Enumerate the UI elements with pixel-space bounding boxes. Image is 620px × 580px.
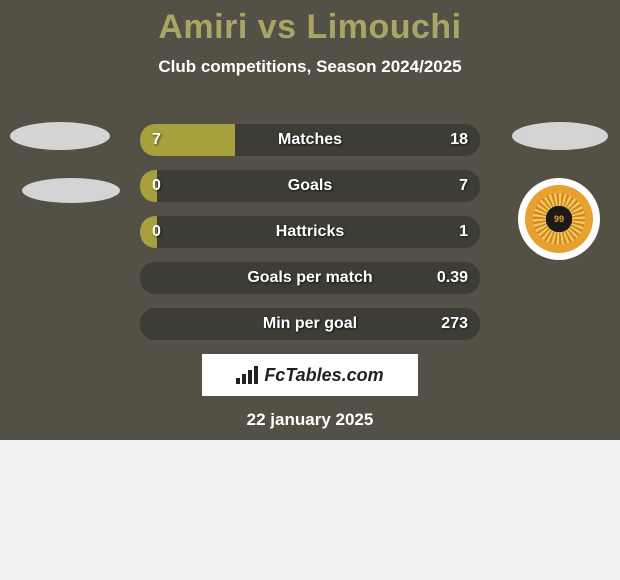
stat-row-min-per-goal: Min per goal 273 xyxy=(140,308,480,340)
club-logo-ring: 99 xyxy=(525,185,593,253)
stat-left-value: 0 xyxy=(152,177,161,195)
stat-row-goals: 0 Goals 7 xyxy=(140,170,480,202)
stats-bars: 7 Matches 18 0 Goals 7 0 Hattricks 1 Goa… xyxy=(140,124,480,354)
stat-label: Min per goal xyxy=(263,315,357,333)
stat-row-goals-per-match: Goals per match 0.39 xyxy=(140,262,480,294)
player-right-photo-placeholder xyxy=(512,122,608,150)
stat-right-value: 18 xyxy=(450,131,468,149)
stat-label: Matches xyxy=(278,131,342,149)
brand-text: FcTables.com xyxy=(264,365,383,386)
brand-label: FcTables.com xyxy=(236,365,383,386)
stat-row-matches: 7 Matches 18 xyxy=(140,124,480,156)
stat-left-value: 0 xyxy=(152,223,161,241)
club-left-logo-placeholder xyxy=(22,178,120,203)
page-title: Amiri vs Limouchi xyxy=(0,0,620,47)
stat-right-fill xyxy=(235,124,480,156)
club-right-logo: 99 xyxy=(518,178,600,260)
stats-card: Amiri vs Limouchi Club competitions, Sea… xyxy=(0,0,620,440)
snapshot-date: 22 january 2025 xyxy=(247,410,374,430)
stat-left-value: 7 xyxy=(152,131,161,149)
stat-label: Goals per match xyxy=(247,269,372,287)
bar-chart-icon xyxy=(236,366,258,384)
brand-link[interactable]: FcTables.com xyxy=(202,354,418,396)
stat-label: Hattricks xyxy=(276,223,344,241)
page-subtitle: Club competitions, Season 2024/2025 xyxy=(0,57,620,77)
stat-right-value: 273 xyxy=(441,315,468,333)
stat-label: Goals xyxy=(288,177,332,195)
club-logo-center: 99 xyxy=(546,206,572,232)
stat-right-value: 0.39 xyxy=(437,269,468,287)
stat-right-value: 1 xyxy=(459,223,468,241)
stat-right-value: 7 xyxy=(459,177,468,195)
player-left-photo-placeholder xyxy=(10,122,110,150)
stat-row-hattricks: 0 Hattricks 1 xyxy=(140,216,480,248)
